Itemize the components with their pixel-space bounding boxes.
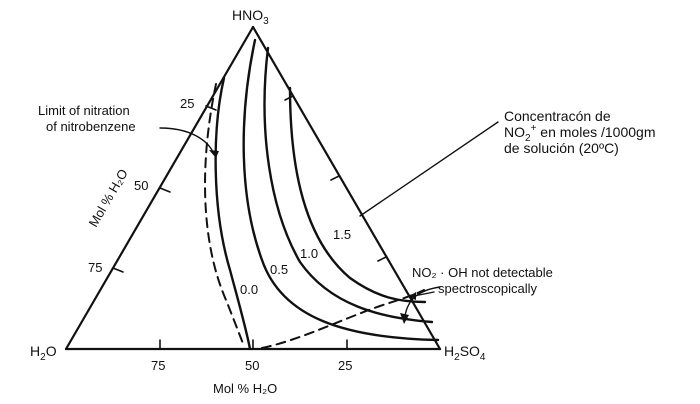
legend-line1: Concentracón de [504, 108, 611, 124]
curve-label-1.0: 1.0 [300, 246, 318, 261]
right-tick-3 [377, 256, 387, 262]
no2oh-annotation-line1: NO₂ · OH not detectable [412, 265, 553, 280]
no2oh-short-arrow [413, 291, 435, 297]
vertex-right-label: H2SO4 [444, 343, 486, 363]
bottom-tick-label-50: 50 [245, 358, 259, 373]
curve-0.0 [214, 76, 252, 351]
limit-leader-line [159, 127, 215, 155]
curve-1.5 [288, 86, 427, 304]
no2oh-arrowhead [400, 313, 409, 324]
right-tick-2 [330, 175, 340, 181]
limit-annotation-line1: Limit of nitration [38, 103, 130, 118]
curve-label-0.0: 0.0 [240, 282, 258, 297]
curve-label-0.5: 0.5 [270, 262, 288, 277]
left-tick-label-75: 75 [88, 260, 102, 275]
bottom-axis-label: Mol % H₂O [213, 381, 277, 396]
vertex-top-label: HNO3 [232, 7, 269, 27]
limit-annotation-line2: of nitrobenzene [46, 119, 136, 134]
left-tick-50 [159, 187, 171, 193]
limit-arrowhead [209, 150, 219, 158]
curve-1.0 [263, 46, 434, 324]
vertex-left-label: H2O [30, 343, 57, 363]
legend-line2: NO2+ en moles /1000gm [504, 123, 655, 144]
left-tick-label-50: 50 [134, 178, 148, 193]
legend-line3: de solución (20ºC) [504, 140, 619, 156]
no2oh-annotation-line2: spectroscopically [438, 281, 537, 296]
bottom-tick-label-25: 25 [338, 358, 352, 373]
no2oh-short-arrowhead [408, 292, 416, 300]
left-tick-label-25: 25 [180, 96, 194, 111]
legend-leader-line [359, 121, 499, 217]
left-tick-75 [112, 267, 124, 273]
curve-0.5 [242, 38, 440, 342]
limit-dashed-curve [204, 83, 245, 347]
bottom-tick-label-75: 75 [151, 358, 165, 373]
left-axis-label: Mol % H₂O [86, 166, 131, 229]
curve-label-1.5: 1.5 [333, 227, 351, 242]
